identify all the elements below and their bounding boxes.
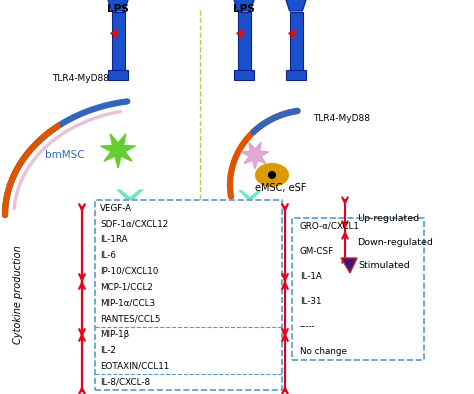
Text: eMSC, eSF: eMSC, eSF <box>255 183 306 193</box>
Text: SDF-1α/CXCL12: SDF-1α/CXCL12 <box>100 219 168 228</box>
Polygon shape <box>116 203 144 216</box>
Text: IL-8/CXCL-8: IL-8/CXCL-8 <box>100 377 150 387</box>
Bar <box>234 70 254 80</box>
Text: IL-1A: IL-1A <box>300 272 322 281</box>
Text: Up-regulated: Up-regulated <box>357 214 419 223</box>
Text: TLR4-MyD88: TLR4-MyD88 <box>52 74 109 82</box>
Text: TLR4-MyD88: TLR4-MyD88 <box>313 113 370 123</box>
Text: IL-31: IL-31 <box>300 297 321 306</box>
Bar <box>286 70 306 80</box>
Text: EOTAXIN/CCL11: EOTAXIN/CCL11 <box>100 362 169 371</box>
Bar <box>290 12 303 70</box>
Polygon shape <box>108 0 128 11</box>
Circle shape <box>268 171 276 179</box>
Polygon shape <box>100 134 136 168</box>
Text: GRO-α/CXCL1: GRO-α/CXCL1 <box>300 221 360 230</box>
Text: RANTES/CCL5: RANTES/CCL5 <box>100 314 161 323</box>
Text: LPS: LPS <box>233 4 255 14</box>
Bar <box>112 12 125 70</box>
FancyBboxPatch shape <box>95 200 282 390</box>
Text: IL-6: IL-6 <box>100 251 116 260</box>
Text: Down-regulated: Down-regulated <box>357 238 433 247</box>
Polygon shape <box>241 142 269 169</box>
Polygon shape <box>116 216 144 229</box>
Text: Stimulated: Stimulated <box>358 260 410 269</box>
Text: Cytokine production: Cytokine production <box>13 245 23 344</box>
Polygon shape <box>238 202 262 214</box>
Text: IL-1RA: IL-1RA <box>100 235 128 244</box>
Text: GM-CSF: GM-CSF <box>300 247 334 256</box>
Polygon shape <box>285 0 307 11</box>
Text: IL-2: IL-2 <box>100 346 116 355</box>
Text: MIP-1β: MIP-1β <box>100 330 129 339</box>
Bar <box>108 70 128 80</box>
Polygon shape <box>238 214 262 226</box>
Text: bmMSC: bmMSC <box>45 150 85 160</box>
Text: MIP-1α/CCL3: MIP-1α/CCL3 <box>100 298 155 307</box>
Text: LPS: LPS <box>107 4 129 14</box>
Text: IP-10/CXCL10: IP-10/CXCL10 <box>100 267 158 276</box>
Polygon shape <box>341 258 357 273</box>
Text: No change: No change <box>300 348 347 357</box>
Text: VEGF-A: VEGF-A <box>100 203 132 212</box>
Polygon shape <box>116 190 144 203</box>
Polygon shape <box>234 0 255 11</box>
Ellipse shape <box>256 164 288 186</box>
FancyBboxPatch shape <box>292 218 424 360</box>
Text: MCP-1/CCL2: MCP-1/CCL2 <box>100 282 153 292</box>
Text: -----: ----- <box>300 322 316 331</box>
Bar <box>238 12 251 70</box>
Polygon shape <box>238 190 262 202</box>
